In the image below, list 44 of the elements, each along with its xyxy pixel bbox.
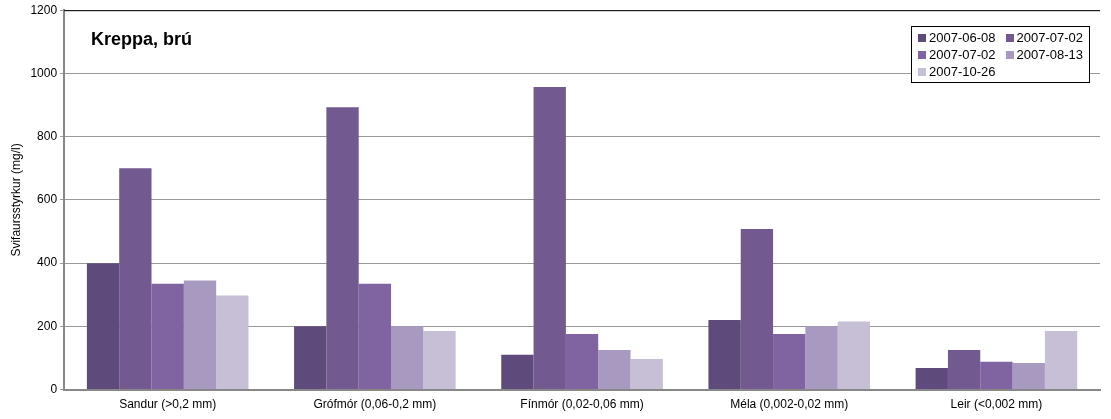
legend-label: 2007-06-08 (929, 30, 996, 46)
bar (598, 350, 631, 390)
y-tick-label: 0 (50, 381, 58, 396)
bar (947, 350, 981, 390)
bar (565, 333, 599, 390)
bar (533, 87, 566, 390)
x-tick-label: Leir (<0,002 mm) (950, 397, 1043, 412)
y-axis-title: Svifaursstyrkur (mg/l) (8, 143, 23, 257)
bar (805, 326, 838, 390)
x-tick-label: Méla (0,002-0,02 mm) (730, 397, 849, 412)
bar (216, 295, 249, 390)
bar (294, 326, 327, 390)
y-tick-label: 1200 (30, 2, 58, 17)
bar (1044, 331, 1078, 390)
bar (86, 263, 120, 390)
bar (326, 107, 359, 390)
y-tick-label: 800 (37, 128, 58, 143)
legend-label: 2007-07-02 (1016, 30, 1083, 46)
x-tick-label: Fínmór (0,02-0,06 mm) (520, 397, 644, 412)
bar (708, 320, 741, 390)
bar (423, 331, 456, 390)
legend-label: 2007-10-26 (929, 64, 996, 80)
text: Kreppa, brú (91, 29, 193, 50)
legend-label: 2007-08-13 (1016, 47, 1083, 63)
bar (119, 168, 152, 390)
bar (151, 283, 184, 390)
legend-label: 2007-07-02 (929, 47, 996, 63)
bar (1012, 363, 1045, 390)
bar (915, 368, 948, 390)
bar (358, 283, 392, 390)
y-tick-label: 600 (37, 192, 58, 207)
x-tick-label: Sandur (>0,2 mm) (119, 397, 217, 412)
bar (837, 321, 871, 390)
x-tick-label: Grófmór (0,06-0,2 mm) (313, 397, 437, 412)
bar (630, 358, 663, 390)
bar (391, 326, 424, 390)
bar (183, 280, 217, 390)
y-tick-label: 200 (37, 318, 58, 333)
y-tick-label: 1000 (30, 65, 58, 80)
bar (740, 228, 774, 390)
bar (980, 361, 1013, 390)
bar (773, 333, 806, 390)
bar (501, 354, 534, 390)
y-tick-label: 400 (37, 255, 58, 270)
